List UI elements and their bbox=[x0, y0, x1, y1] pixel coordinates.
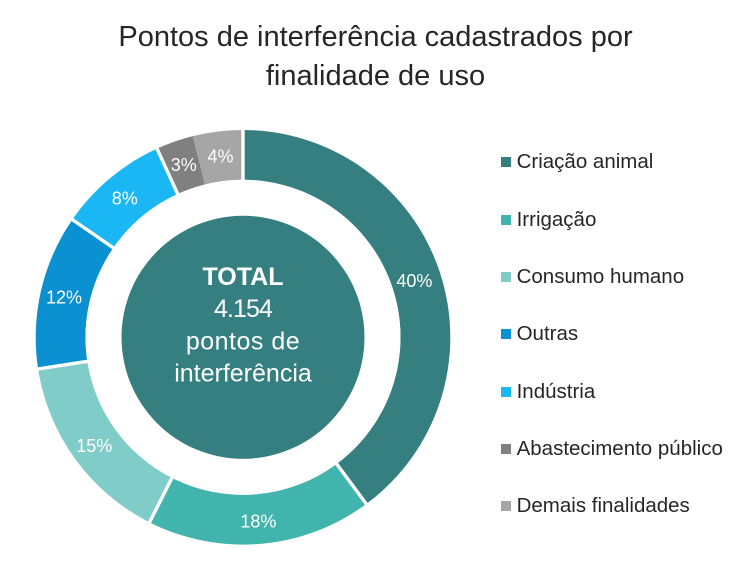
svg-text:interferência: interferência bbox=[174, 360, 312, 388]
svg-text:4.154: 4.154 bbox=[214, 295, 273, 323]
svg-text:4%: 4% bbox=[207, 147, 233, 167]
svg-text:18%: 18% bbox=[240, 512, 276, 532]
svg-text:40%: 40% bbox=[396, 271, 432, 291]
svg-text:12%: 12% bbox=[46, 288, 82, 308]
svg-text:pontos de: pontos de bbox=[186, 327, 300, 355]
svg-text:8%: 8% bbox=[112, 188, 138, 208]
svg-text:15%: 15% bbox=[76, 436, 112, 456]
svg-text:TOTAL: TOTAL bbox=[202, 263, 283, 291]
svg-text:3%: 3% bbox=[171, 155, 197, 175]
